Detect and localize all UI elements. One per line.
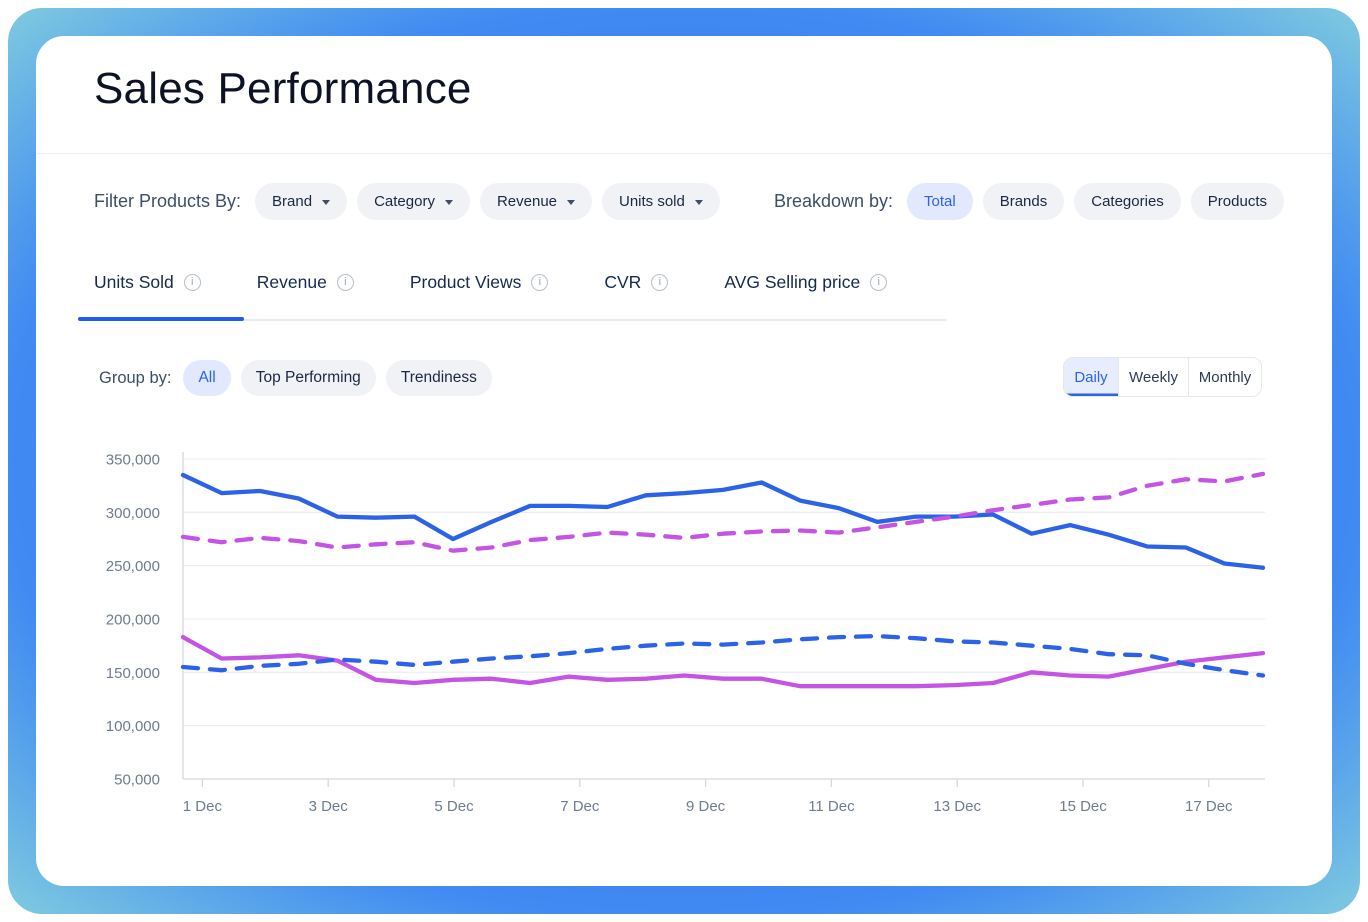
filter-dropdown-units-sold[interactable]: Units sold (602, 182, 720, 220)
x-axis-tick-label: 13 Dec (933, 798, 981, 815)
tab-units-sold-label: Units Sold (94, 271, 174, 292)
chart-line-solid-magenta (180, 634, 1266, 689)
chevron-down-icon (322, 199, 331, 205)
sales-chart: 350,000 300,000 250,000 200,000 150,000 100,0… (90, 438, 1290, 828)
x-axis-tick-label: 9 Dec (686, 798, 726, 815)
breakdown-option-total[interactable]: Total (907, 182, 973, 220)
sales-chart-svg: 350,000 300,000 250,000 200,000 150,000 100,0… (106, 452, 1266, 815)
info-icon[interactable] (183, 273, 201, 291)
tab-avg-selling-price[interactable]: AVG Selling price (724, 271, 888, 293)
filter-dropdowns: Brand Category Revenue Units sold (255, 182, 720, 220)
y-axis-tick-label: 200,000 (106, 611, 160, 628)
granularity-monthly[interactable]: Monthly (1188, 358, 1261, 396)
breakdown-by-label: Breakdown by: (773, 190, 894, 211)
page-title: Sales Performance (94, 64, 472, 113)
x-axis-tick-label: 5 Dec (434, 798, 474, 815)
filter-dropdown-category-label: Category (374, 192, 435, 210)
tabs-underline (80, 319, 947, 321)
x-axis-tick-label: 3 Dec (309, 798, 349, 815)
x-axis-tick-label: 1 Dec (183, 798, 223, 815)
chart-line-dashed-blue (180, 633, 1266, 678)
granularity-daily[interactable]: Daily (1064, 358, 1118, 396)
y-axis-tick-label: 100,000 (106, 718, 160, 735)
active-tab-indicator (78, 317, 244, 321)
tab-avg-selling-price-label: AVG Selling price (724, 271, 861, 292)
filter-products-label: Filter Products By: (94, 190, 242, 211)
x-axis-tick-label: 7 Dec (560, 798, 600, 815)
group-by-option-top-performing[interactable]: Top Performing (240, 360, 376, 396)
metric-tabs: Units Sold Revenue Product Views CVR AVG… (94, 262, 888, 302)
breakdown-group: Breakdown by: Total Brands Categories Pr… (773, 182, 1284, 220)
tab-product-views-label: Product Views (409, 271, 522, 292)
y-axis-tick-label: 50,000 (114, 771, 160, 788)
y-axis-tick-label: 250,000 (106, 558, 160, 575)
breakdown-option-products[interactable]: Products (1190, 182, 1284, 220)
x-axis-tick-label: 11 Dec (808, 798, 855, 815)
chart-line-solid-blue (180, 472, 1266, 570)
breakdown-option-brands[interactable]: Brands (982, 182, 1065, 220)
tab-cvr[interactable]: CVR (604, 271, 669, 293)
granularity-toggle: Daily Weekly Monthly (1063, 357, 1262, 397)
y-axis-tick-label: 150,000 (106, 665, 160, 682)
y-axis-tick-label: 300,000 (106, 505, 160, 522)
filter-dropdown-brand[interactable]: Brand (255, 182, 348, 220)
group-by-row: Group by: All Top Performing Trendiness (99, 358, 492, 398)
info-icon[interactable] (870, 273, 888, 291)
filter-dropdown-units-sold-label: Units sold (619, 192, 685, 210)
x-axis-tick-label: 15 Dec (1059, 798, 1107, 815)
header-divider (36, 153, 1332, 154)
breakdown-option-categories[interactable]: Categories (1074, 182, 1181, 220)
x-axis-tick-label: 17 Dec (1185, 798, 1233, 815)
tab-cvr-label: CVR (604, 271, 642, 292)
group-by-option-all[interactable]: All (183, 360, 231, 396)
granularity-weekly[interactable]: Weekly (1118, 358, 1188, 396)
group-by-options: All Top Performing Trendiness (183, 360, 492, 396)
y-axis-tick-label: 350,000 (106, 452, 160, 469)
info-icon[interactable] (336, 273, 354, 291)
filter-dropdown-category[interactable]: Category (357, 182, 470, 220)
info-icon[interactable] (651, 273, 669, 291)
tab-revenue-label: Revenue (256, 271, 327, 292)
tab-units-sold[interactable]: Units Sold (94, 272, 201, 293)
filters-row: Filter Products By: Brand Category Reven… (94, 182, 1284, 220)
chevron-down-icon (567, 199, 575, 205)
breakdown-options: Total Brands Categories Products (907, 182, 1284, 220)
chevron-down-icon (694, 199, 703, 205)
info-icon[interactable] (531, 273, 549, 291)
chevron-down-icon (444, 199, 453, 205)
filter-dropdown-brand-label: Brand (272, 192, 313, 210)
group-by-label: Group by: (99, 368, 172, 387)
filter-dropdown-revenue[interactable]: Revenue (479, 182, 592, 220)
dashboard-card: Sales Performance Filter Products By: Br… (36, 36, 1332, 886)
chart-line-dashed-magenta (180, 471, 1266, 553)
tab-product-views[interactable]: Product Views (410, 272, 549, 293)
filter-dropdown-revenue-label: Revenue (496, 192, 557, 210)
tab-revenue[interactable]: Revenue (257, 272, 354, 293)
group-by-option-trendiness[interactable]: Trendiness (385, 360, 492, 396)
